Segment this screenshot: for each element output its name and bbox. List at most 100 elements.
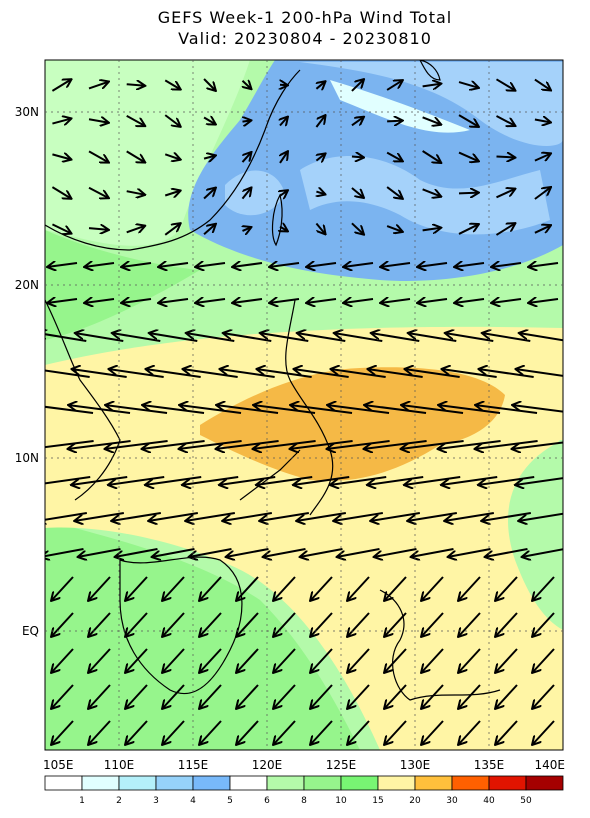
- wind-arrow: [491, 299, 522, 303]
- wind-arrow: [458, 576, 481, 601]
- wind-arrow: [203, 224, 216, 236]
- colorbar-label: 6: [264, 796, 270, 806]
- wind-arrow: [125, 576, 148, 601]
- wind-arrow: [145, 476, 202, 485]
- colorbar-swatch: [303, 775, 342, 791]
- colorbar-label: 5: [227, 796, 233, 806]
- colorbar-label: 10: [335, 796, 347, 806]
- wind-arrow: [162, 648, 185, 673]
- colorbar: 1 2 3 4 5 6 8 10 15 20 30 40 50: [44, 775, 564, 806]
- wind-arrow: [404, 369, 460, 378]
- wind-arrow: [495, 612, 518, 637]
- lon-label: 140E: [535, 758, 566, 772]
- wind-arrow: [481, 512, 532, 521]
- wind-arrow: [67, 440, 131, 449]
- title: GEFS Week-1 200-hPa Wind Total: [158, 8, 452, 27]
- wind-arrow: [532, 576, 555, 601]
- wind-arrow: [404, 476, 461, 485]
- colorbar-swatch: [414, 775, 453, 791]
- wind-arrow: [52, 154, 71, 159]
- wind-arrow: [316, 81, 325, 89]
- wind-arrow: [512, 405, 563, 413]
- wind-arrow: [495, 576, 518, 601]
- wind-arrow: [293, 476, 350, 485]
- wind-arrow: [162, 612, 185, 637]
- wind-arrow: [51, 612, 74, 637]
- lon-label: 115E: [178, 758, 209, 772]
- wind-arrow: [327, 405, 390, 414]
- wind-arrow: [219, 369, 275, 378]
- wind-arrow: [351, 156, 364, 157]
- lon-label: 110E: [104, 758, 135, 772]
- wind-arrow: [528, 263, 559, 267]
- wind-arrow: [306, 299, 337, 303]
- wind-arrow: [384, 720, 407, 745]
- wind-arrow: [315, 222, 325, 235]
- colorbar-label: 8: [301, 796, 307, 806]
- wind-arrow: [421, 612, 444, 637]
- colorbar-swatch: [118, 775, 157, 791]
- wind-arrow: [491, 263, 522, 267]
- axes: 30N 20N 10N EQ 105E 110E 115E 120E 125E 130E 135E 1…: [15, 60, 565, 772]
- wind-arrow: [367, 476, 424, 485]
- wind-arrow: [222, 512, 273, 521]
- wind-arrow: [374, 548, 417, 557]
- wind-arrow: [273, 612, 296, 637]
- wind-arrow: [495, 78, 515, 90]
- wind-arrow: [386, 186, 403, 199]
- wind-arrow: [47, 263, 78, 267]
- wind-arrow: [534, 187, 551, 200]
- wind-arrow: [280, 151, 288, 164]
- wind-arrow: [306, 263, 337, 267]
- wind-arrow: [371, 333, 420, 342]
- wind-arrow: [337, 548, 380, 557]
- wind-arrow: [330, 476, 387, 485]
- wind-arrow: [310, 684, 333, 709]
- wind-arrow: [142, 405, 205, 414]
- wind-arrow: [236, 720, 259, 745]
- wind-arrow: [326, 440, 390, 449]
- wind-arrow: [347, 720, 370, 745]
- wind-arrow: [52, 118, 71, 123]
- wind-arrow: [316, 153, 325, 160]
- wind-arrow: [316, 192, 325, 195]
- wind-arrow: [242, 81, 251, 90]
- wind-arrow: [145, 369, 201, 378]
- colorbar-swatch: [340, 775, 379, 791]
- wind-arrow: [297, 333, 346, 342]
- wind-arrow: [290, 405, 353, 414]
- wind-arrow: [532, 684, 555, 709]
- colorbar-swatch: [192, 775, 231, 791]
- wind-arrow: [47, 299, 78, 303]
- colorbar-swatch: [525, 775, 564, 791]
- wind-arrow: [203, 117, 216, 124]
- wind-arrow: [422, 150, 442, 163]
- wind-arrow: [408, 333, 457, 342]
- wind-arrow: [125, 720, 148, 745]
- colorbar-swatch: [44, 775, 83, 791]
- wind-arrow: [260, 333, 309, 342]
- colorbar-swatch: [155, 775, 194, 791]
- wind-arrow: [236, 612, 259, 637]
- wind-arrow: [74, 512, 125, 521]
- wind-arrow: [126, 114, 146, 126]
- wind-arrow: [534, 225, 551, 234]
- wind-arrow: [384, 648, 407, 673]
- wind-arrow: [185, 512, 236, 521]
- wind-arrow: [164, 79, 181, 89]
- wind-arrow: [162, 576, 185, 601]
- wind-arrow: [84, 299, 115, 303]
- wind-arrow: [215, 440, 279, 449]
- wind-arrow: [384, 576, 407, 601]
- colorbar-swatch: [81, 775, 120, 791]
- wind-arrow: [330, 369, 386, 378]
- wind-arrow: [293, 369, 349, 378]
- wind-arrow: [226, 548, 269, 557]
- wind-arrow: [121, 299, 152, 303]
- wind-arrow: [315, 115, 325, 128]
- wind-arrow: [199, 612, 222, 637]
- wind-arrow: [232, 263, 263, 267]
- wind-arrow: [125, 684, 148, 709]
- wind-arrow: [511, 441, 563, 449]
